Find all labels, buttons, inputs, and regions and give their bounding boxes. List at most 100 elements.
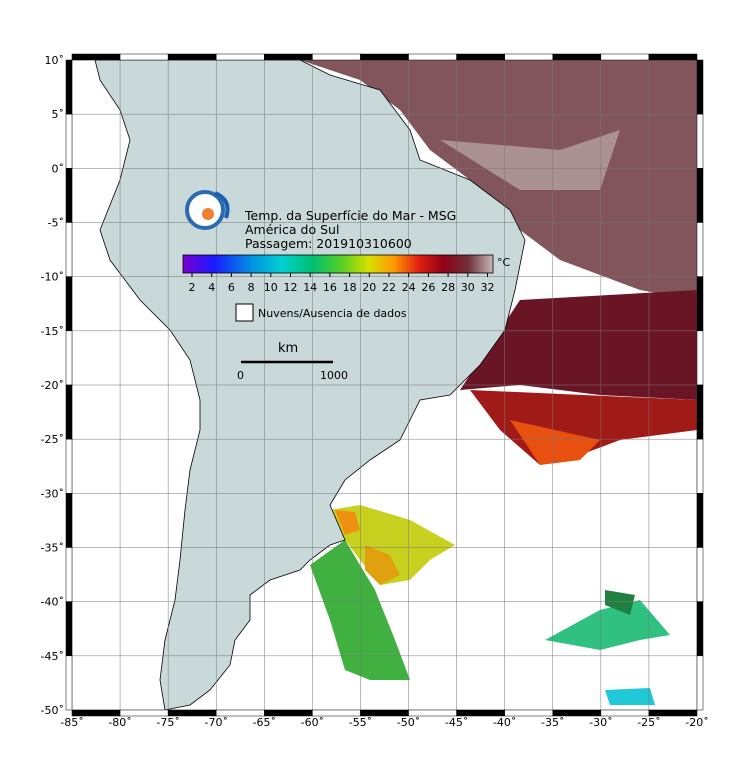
frame-bar (65, 330, 73, 386)
sst-patch (605, 688, 655, 705)
logo (185, 190, 230, 230)
lon-label: -20˚ (685, 716, 708, 729)
frame-bar (264, 53, 313, 61)
lat-label: -5˚ (48, 217, 64, 230)
sst-patch (460, 290, 697, 400)
sst-patch (510, 420, 600, 465)
lat-label: -35˚ (41, 542, 64, 555)
frame-bar (648, 53, 698, 61)
frame-bar (312, 53, 361, 61)
colorbar-tick-label: 20 (362, 281, 376, 294)
frame-bar (65, 655, 73, 711)
colorbar-tick-label: 14 (303, 281, 317, 294)
sst-patch (335, 510, 360, 535)
frame-bar (696, 655, 704, 711)
frame-bar (456, 53, 505, 61)
frame-bar (65, 601, 73, 657)
lat-label: 5˚ (52, 108, 65, 121)
frame-bar (65, 222, 73, 277)
frame-bar (696, 384, 704, 440)
lat-label: 0˚ (52, 162, 65, 175)
lon-label: -85˚ (60, 716, 83, 729)
lat-label: -40˚ (41, 596, 64, 609)
title-line: Temp. da Superfície do Mar - MSG (244, 208, 456, 223)
colorbar (182, 254, 494, 274)
lon-label: -50˚ (397, 716, 420, 729)
frame-bar (648, 709, 698, 717)
map-body (72, 60, 697, 710)
sst-patch (330, 505, 455, 585)
frame-bar (696, 276, 704, 332)
colorbar-tick-label: 12 (284, 281, 298, 294)
colorbar-tick-label: 18 (343, 281, 357, 294)
frame-bar (65, 168, 73, 223)
frame-bar (552, 53, 602, 61)
sst-patch (545, 600, 670, 650)
lon-label: -60˚ (301, 716, 324, 729)
scale-end: 1000 (320, 369, 348, 382)
frame-bar (71, 53, 121, 61)
frame-bar (408, 53, 457, 61)
lat-label: -20˚ (41, 379, 64, 392)
scale-unit: km (278, 341, 298, 356)
lat-label: -10˚ (41, 271, 64, 284)
lat-label: -15˚ (41, 325, 64, 338)
frame-bar (167, 53, 217, 61)
frame-bar (65, 493, 73, 548)
colorbar-tick-label: 30 (461, 281, 475, 294)
colorbar-tick-label: 32 (481, 281, 495, 294)
frame-bar (65, 384, 73, 440)
lon-label: -40˚ (493, 716, 516, 729)
sst-patch (365, 545, 400, 585)
frame-bar (696, 438, 704, 494)
frame-bar (65, 438, 73, 494)
logo-arrow (214, 191, 230, 219)
lon-label: -80˚ (108, 716, 131, 729)
scale-start: 0 (237, 369, 244, 382)
colorbar-tick-label: 4 (208, 281, 215, 294)
legend-label: Nuvens/Ausencia de dados (258, 307, 407, 320)
legend-swatch (235, 303, 254, 322)
frame-bar (696, 547, 704, 602)
lat-label: -25˚ (41, 433, 64, 446)
frame-bar (696, 330, 704, 386)
frame-bar (504, 53, 554, 61)
colorbar-tick-label: 24 (402, 281, 416, 294)
lon-label: -55˚ (349, 716, 372, 729)
sst-patch (310, 540, 410, 680)
frame-bar (696, 113, 704, 169)
lat-label: -30˚ (41, 487, 64, 500)
title-line: Passagem: 201910310600 (245, 236, 412, 251)
lon-label: -35˚ (541, 716, 564, 729)
frame-bar (696, 168, 704, 223)
colorbar-unit: °C (497, 256, 511, 269)
frame-bar (696, 59, 704, 115)
frame-bar (215, 53, 265, 61)
frame (65, 53, 704, 717)
colorbar-tick-label: 10 (264, 281, 278, 294)
sst-patch (470, 390, 697, 465)
colorbar-tick-label: 16 (323, 281, 337, 294)
colorbar-tick-label: 22 (382, 281, 396, 294)
frame-bar (65, 276, 73, 332)
frame-bar (65, 113, 73, 169)
lon-label: -25˚ (637, 716, 660, 729)
colorbar-tick-label: 26 (421, 281, 435, 294)
lon-label: -30˚ (589, 716, 612, 729)
lat-label: -45˚ (41, 650, 64, 663)
lat-label: 10˚ (45, 54, 65, 67)
frame-bar (119, 53, 169, 61)
sst-patch (440, 130, 620, 190)
sst-patches (300, 60, 697, 705)
frame-bar (65, 59, 73, 115)
logo-dot (202, 208, 214, 220)
colorbar-tick-label: 6 (228, 281, 235, 294)
lon-label: -65˚ (253, 716, 276, 729)
lon-label: -45˚ (445, 716, 468, 729)
colorbar-ticks: 2 4 6 8 10 12 14 16 18 20 22 24 26 28 30 32 (189, 273, 495, 294)
lat-label: -50˚ (41, 704, 64, 717)
frame-bar (360, 53, 409, 61)
colorbar-tick-label: 8 (248, 281, 255, 294)
frame-bar (65, 547, 73, 602)
